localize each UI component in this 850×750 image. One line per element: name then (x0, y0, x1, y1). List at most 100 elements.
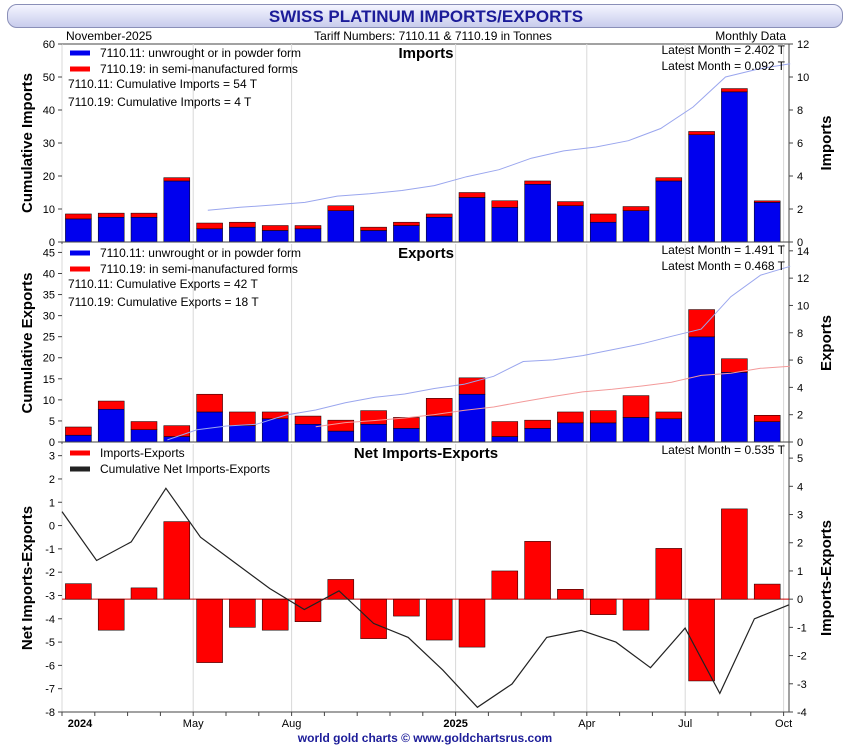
imports-bar-711019 (65, 213, 92, 220)
x-axis-label: 2024 (68, 718, 93, 730)
imports-bar-711019 (130, 212, 158, 218)
net-left-tick-label: -2 (45, 567, 55, 579)
imports-right-tick-label: 0 (797, 237, 803, 249)
imports-bar-711011 (196, 228, 223, 243)
exports-bar-711019 (458, 377, 486, 395)
exports-left-tick-label: 5 (49, 416, 55, 428)
imports-bar-711019 (229, 221, 256, 228)
net-bar-net (753, 583, 781, 600)
imports-latest-month: Latest Month = 0.092 T (661, 59, 785, 73)
exports-bar-711019 (229, 411, 256, 426)
imports-bar-711011 (524, 184, 551, 243)
imports-bar-711019 (327, 205, 355, 211)
imports-bar-711011 (753, 202, 781, 243)
imports-cumulative-line (207, 63, 791, 211)
net-bar-net (294, 598, 322, 622)
net-legend-label: Imports-Exports (100, 446, 185, 460)
imports-left-tick-label: 10 (43, 204, 55, 216)
exports-bar-711011 (261, 418, 289, 443)
exports-bar-711019 (327, 419, 355, 432)
imports-bar-711011 (425, 217, 453, 243)
imports-bar-711019 (97, 212, 125, 218)
net-bar-net (425, 598, 453, 641)
imports-right-tick-label: 10 (797, 72, 809, 84)
exports-right-tick-label: 0 (797, 437, 803, 449)
exports-left-axis-title: Cumulative Exports (19, 273, 36, 414)
exports-legend-swatch (70, 250, 90, 256)
imports-legend-label: 7110.19: in semi-manufactured forms (100, 62, 298, 76)
net-bar-net (97, 598, 125, 631)
x-axis-label: 2025 (443, 718, 467, 730)
exports-bar-711019 (753, 414, 781, 422)
net-panel-title: Net Imports-Exports (354, 445, 498, 462)
exports-bar-711011 (65, 434, 92, 443)
exports-legend-swatch (70, 266, 90, 272)
chart-title: SWISS PLATINUM IMPORTS/EXPORTS (268, 7, 584, 26)
imports-bar-711019 (425, 213, 453, 218)
net-right-tick-label: 1 (797, 566, 803, 578)
imports-bar-711011 (655, 180, 683, 243)
exports-bar-711019 (557, 411, 584, 424)
net-left-tick-label: -7 (45, 684, 55, 696)
net-cumulative-line (61, 487, 790, 709)
net-left-tick-label: 2 (49, 474, 55, 486)
exports-bar-711019 (524, 419, 551, 429)
exports-bar-711011 (163, 436, 191, 443)
net-bar-net (393, 598, 420, 617)
exports-left-tick-label: 0 (49, 437, 55, 449)
net-latest-month: Latest Month = 0.535 T (661, 443, 785, 457)
net-right-tick-label: 5 (797, 453, 803, 465)
net-left-tick-label: -1 (45, 544, 55, 556)
net-bar-net (130, 587, 158, 600)
imports-left-tick-label: 40 (43, 105, 55, 117)
imports-bar-711011 (491, 207, 519, 243)
exports-latest-month: Latest Month = 0.468 T (661, 259, 785, 273)
exports-bar-711019 (688, 309, 715, 338)
imports-bar-711019 (622, 206, 650, 211)
imports-bar-711011 (229, 226, 256, 243)
exports-bar-711019 (589, 410, 617, 424)
imports-left-axis-title: Cumulative Imports (19, 73, 36, 213)
imports-bar-711011 (393, 225, 420, 243)
imports-legend-swatch (70, 50, 90, 56)
exports-bar-711011 (688, 336, 715, 443)
exports-right-tick-label: 6 (797, 355, 803, 367)
exports-bar-711019 (655, 411, 683, 420)
x-axis-label: May (183, 718, 204, 730)
net-right-tick-label: -3 (797, 679, 807, 691)
exports-left-tick-label: 40 (43, 268, 55, 280)
exports-bar-711011 (524, 428, 551, 443)
exports-bar-711019 (163, 425, 191, 437)
imports-bar-711019 (721, 88, 748, 93)
net-right-tick-label: -1 (797, 622, 807, 634)
imports-bar-711011 (65, 218, 92, 243)
net-left-tick-label: 1 (49, 497, 55, 509)
imports-left-tick-label: 60 (43, 39, 55, 51)
imports-legend-label: 7110.11: unwrought or in powder form (100, 46, 301, 60)
net-right-tick-label: -4 (797, 707, 807, 719)
imports-right-tick-label: 6 (797, 138, 803, 150)
exports-note: 7110.11: Cumulative Exports = 42 T (68, 277, 258, 291)
header-date: November-2025 (66, 29, 152, 43)
imports-bar-711019 (491, 200, 519, 208)
net-left-tick-label: 3 (49, 451, 55, 463)
net-bar-net (557, 589, 584, 600)
exports-bar-711011 (589, 422, 617, 443)
exports-bar-711011 (557, 422, 584, 443)
x-axis-label: Oct (775, 718, 792, 730)
imports-bar-711019 (458, 192, 486, 198)
imports-bar-711011 (261, 230, 289, 243)
imports-left-tick-label: 50 (43, 72, 55, 84)
net-bar-net (65, 583, 92, 600)
net-bar-net (261, 598, 289, 631)
net-right-tick-label: 4 (797, 481, 803, 493)
exports-left-tick-label: 25 (43, 332, 55, 344)
exports-bar-711019 (294, 415, 322, 425)
exports-bar-711011 (360, 423, 387, 443)
x-axis-label: Apr (578, 718, 595, 730)
net-left-axis-title: Net Imports-Exports (19, 506, 36, 650)
imports-bar-711019 (589, 213, 617, 223)
net-bar-net (196, 598, 223, 663)
